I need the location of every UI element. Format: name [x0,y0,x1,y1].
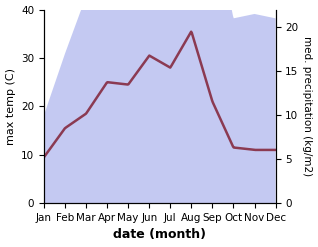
X-axis label: date (month): date (month) [113,228,206,242]
Y-axis label: med. precipitation (kg/m2): med. precipitation (kg/m2) [302,36,313,176]
Y-axis label: max temp (C): max temp (C) [5,68,16,145]
